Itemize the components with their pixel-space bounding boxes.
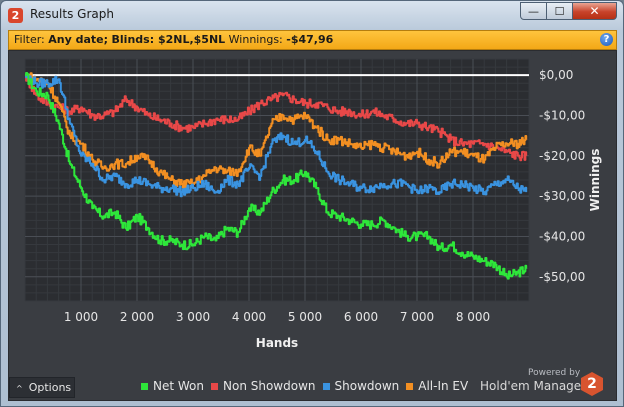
series-line-all-in-ev (25, 72, 528, 189)
options-label: Options (28, 381, 72, 394)
series-line-showdown (25, 73, 528, 198)
y-axis-title: Winnings (588, 149, 602, 212)
window-controls: — ☐ ✕ (520, 2, 617, 20)
legend-swatch (406, 382, 414, 390)
legend-label: Non Showdown (223, 379, 316, 393)
holdem-manager-logo: 2 (581, 372, 603, 396)
close-icon: ✕ (589, 4, 600, 18)
results-chart: 1 000 2 000 3 000 4 000 5 000 6 000 7 000 8 000… (24, 58, 602, 350)
filter-winnings-value: -$47,96 (286, 33, 334, 46)
x-tick-label: 4 000 (232, 310, 266, 324)
legend-label: Net Won (153, 379, 204, 393)
x-tick-label: 6 000 (344, 310, 378, 324)
minimize-button[interactable]: — (520, 2, 547, 20)
legend-swatch (211, 382, 218, 390)
product-name: Hold'em Manager (480, 379, 587, 393)
x-tick-label: 3 000 (176, 310, 210, 324)
close-button[interactable]: ✕ (573, 2, 617, 20)
y-tick-label: -$10,00 (539, 108, 585, 122)
x-tick-label: 5 000 (288, 310, 322, 324)
legend-item-non-showdown[interactable]: Non Showdown (211, 379, 316, 393)
chevron-up-icon: ^ (16, 384, 23, 393)
x-axis-title: Hands (256, 336, 298, 350)
legend-label: All-In EV (418, 379, 469, 393)
y-tick-label: -$20,00 (539, 149, 585, 163)
x-tick-label: 7 000 (400, 310, 434, 324)
filter-date: Any date; (48, 33, 109, 46)
minimize-icon: — (528, 4, 539, 18)
chart-legend: Net Won Non Showdown Showdown All-In EV (141, 379, 468, 393)
legend-swatch (141, 382, 148, 390)
legend-item-net-won[interactable]: Net Won (141, 379, 204, 393)
legend-item-all-in-ev[interactable]: All-In EV (406, 379, 468, 393)
app-logo-icon: 2 (8, 8, 23, 23)
series-line-net-won (25, 72, 528, 280)
window-title: Results Graph (30, 7, 114, 21)
maximize-button[interactable]: ☐ (547, 2, 573, 20)
legend-label: Showdown (334, 379, 400, 393)
y-tick-label: $0,00 (539, 68, 573, 82)
y-tick-label: -$50,00 (539, 270, 585, 284)
maximize-icon: ☐ (554, 4, 565, 18)
help-icon[interactable]: ? (600, 33, 613, 46)
x-tick-label: 2 000 (120, 310, 154, 324)
legend-item-showdown[interactable]: Showdown (322, 379, 400, 393)
filter-blinds: Blinds: $2NL,$5NL (111, 33, 226, 46)
series-line-non-showdown (25, 74, 528, 162)
title-bar[interactable]: 2 Results Graph — ☐ ✕ (1, 1, 623, 29)
y-tick-label: -$40,00 (539, 229, 585, 243)
x-tick-label: 8 000 (456, 310, 490, 324)
filter-prefix: Filter: (14, 33, 45, 46)
x-tick-label: 1 000 (64, 310, 98, 324)
options-button[interactable]: ^ Options (9, 377, 75, 398)
y-tick-label: -$30,00 (539, 189, 585, 203)
graph-panel: 1 000 2 000 3 000 4 000 5 000 6 000 7 000 8 000… (8, 50, 617, 401)
filter-bar[interactable]: Filter: Any date; Blinds: $2NL,$5NL Winn… (8, 30, 617, 50)
legend-swatch (322, 382, 330, 390)
powered-by-text: Powered by (528, 368, 581, 378)
filter-winnings-label: Winnings: (228, 33, 283, 46)
